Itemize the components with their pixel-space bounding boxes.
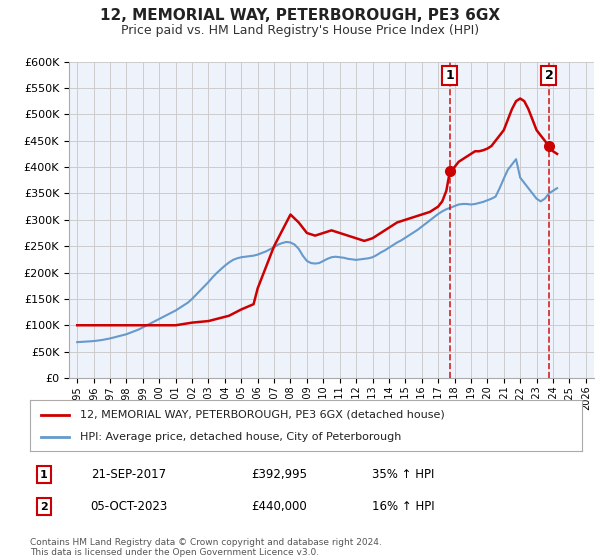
Text: Price paid vs. HM Land Registry's House Price Index (HPI): Price paid vs. HM Land Registry's House … bbox=[121, 24, 479, 36]
Text: 35% ↑ HPI: 35% ↑ HPI bbox=[372, 468, 434, 481]
Text: 05-OCT-2023: 05-OCT-2023 bbox=[91, 500, 168, 513]
Text: 1: 1 bbox=[446, 69, 454, 82]
Text: 16% ↑ HPI: 16% ↑ HPI bbox=[372, 500, 435, 513]
Text: HPI: Average price, detached house, City of Peterborough: HPI: Average price, detached house, City… bbox=[80, 432, 401, 442]
Text: Contains HM Land Registry data © Crown copyright and database right 2024.
This d: Contains HM Land Registry data © Crown c… bbox=[30, 538, 382, 557]
Text: 2: 2 bbox=[40, 502, 47, 511]
Text: 1: 1 bbox=[40, 470, 47, 479]
Text: 21-SEP-2017: 21-SEP-2017 bbox=[91, 468, 166, 481]
Text: £392,995: £392,995 bbox=[251, 468, 307, 481]
Text: 12, MEMORIAL WAY, PETERBOROUGH, PE3 6GX: 12, MEMORIAL WAY, PETERBOROUGH, PE3 6GX bbox=[100, 8, 500, 24]
Text: £440,000: £440,000 bbox=[251, 500, 307, 513]
Text: 2: 2 bbox=[545, 69, 553, 82]
Text: 12, MEMORIAL WAY, PETERBOROUGH, PE3 6GX (detached house): 12, MEMORIAL WAY, PETERBOROUGH, PE3 6GX … bbox=[80, 409, 445, 419]
